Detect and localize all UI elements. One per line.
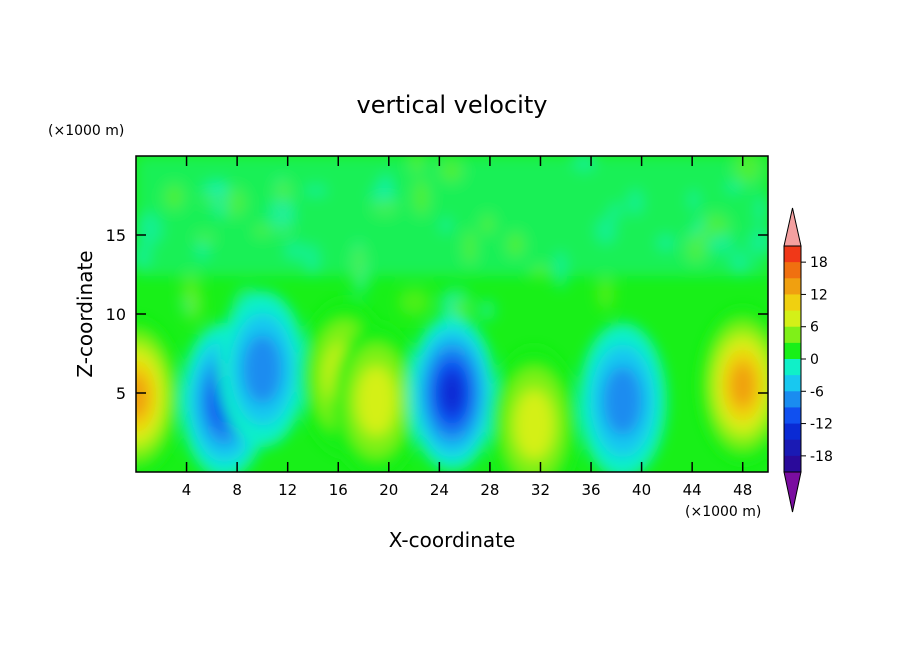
turbulence-blob bbox=[694, 215, 708, 233]
turbulence-blob bbox=[684, 232, 707, 265]
colorbar-tick-label: -12 bbox=[810, 417, 833, 433]
x-axis-label: X-coordinate bbox=[389, 528, 516, 552]
x-tick-label: 4 bbox=[182, 481, 192, 499]
turbulence-blob bbox=[266, 195, 297, 235]
x-tick-label: 28 bbox=[480, 481, 499, 499]
colorbar-band bbox=[784, 342, 801, 360]
turbulence-blob bbox=[194, 238, 211, 262]
colorbar-band bbox=[784, 455, 801, 473]
x-tick-label: 48 bbox=[733, 481, 752, 499]
colorbar-tick-label: -18 bbox=[810, 449, 833, 465]
turbulence-blob bbox=[408, 156, 425, 175]
turbulence-blob bbox=[729, 249, 751, 276]
colorbar-tick-label: 0 bbox=[810, 352, 819, 368]
turbulence-blob bbox=[480, 212, 495, 236]
x-tick-label: 40 bbox=[632, 481, 651, 499]
turbulence-blob bbox=[505, 230, 526, 259]
turbulence-blob bbox=[530, 264, 550, 279]
y-axis-label: Z-coordinate bbox=[73, 250, 97, 377]
turbulence-blob bbox=[733, 156, 763, 185]
y-tick-label: 15 bbox=[106, 226, 126, 245]
x-unit-label: (×1000 m) bbox=[685, 504, 761, 520]
turbulence-blob bbox=[136, 244, 153, 270]
colorbar: 18 12 6 0 -6 -12 -18 bbox=[783, 207, 833, 513]
colorbar-band bbox=[784, 310, 801, 328]
colorbar-band bbox=[784, 326, 801, 344]
colorbar-bottom-arrow bbox=[783, 471, 802, 513]
turbulence-blob bbox=[181, 272, 201, 311]
turbulence-blob bbox=[462, 228, 477, 266]
colorbar-band bbox=[784, 439, 801, 457]
turbulence-blob bbox=[594, 216, 617, 246]
turbulence-blob bbox=[626, 187, 645, 217]
downdraft-cell-7-level-2 bbox=[603, 366, 643, 436]
turbulence-blob bbox=[303, 183, 329, 198]
chart-title: vertical velocity bbox=[357, 91, 548, 119]
colorbar-top-arrow bbox=[783, 207, 802, 247]
turbulence-blob bbox=[687, 188, 701, 212]
colorbar-band bbox=[784, 246, 801, 263]
colorbar-band bbox=[784, 391, 801, 408]
colorbar-band bbox=[784, 294, 801, 312]
turbulence-blob bbox=[378, 172, 394, 194]
x-tick-label: 36 bbox=[581, 481, 600, 499]
x-tick-label: 8 bbox=[232, 481, 242, 499]
updraft-cell-4-level-2 bbox=[356, 366, 396, 436]
colorbar-tick-label: 6 bbox=[810, 320, 819, 336]
colorbar-tick-label: -6 bbox=[810, 384, 824, 400]
colorbar-band bbox=[784, 359, 801, 376]
turbulence-blob bbox=[754, 194, 768, 226]
turbulence-blob bbox=[208, 180, 233, 220]
colorbar-band bbox=[784, 262, 801, 279]
turbulence-blob bbox=[451, 299, 472, 318]
turbulence-blob bbox=[571, 156, 597, 173]
colorbar-band bbox=[784, 278, 801, 295]
updraft-cell-0-level-4 bbox=[136, 373, 149, 419]
x-tick-label: 24 bbox=[430, 481, 449, 499]
turbulence-blob bbox=[705, 230, 735, 256]
turbulence-blob bbox=[655, 233, 677, 253]
turbulence-blob bbox=[411, 178, 431, 217]
updraft-cell-6-level-2 bbox=[514, 389, 554, 460]
turbulence-blob bbox=[283, 239, 306, 262]
y-tick-label: 5 bbox=[116, 384, 126, 403]
turbulence-blob bbox=[747, 227, 768, 257]
downdraft-cell-5-level-4 bbox=[439, 370, 465, 416]
x-tick-label: 16 bbox=[329, 481, 348, 499]
turbulence-blob bbox=[398, 288, 430, 316]
updraft-cell-8-level-4 bbox=[730, 362, 756, 408]
turbulence-blob bbox=[723, 179, 744, 195]
turbulence-blob bbox=[477, 299, 496, 322]
turbulence-blob bbox=[608, 201, 623, 220]
velocity-field bbox=[136, 156, 768, 472]
y-tick-label: 10 bbox=[106, 305, 126, 324]
colorbar-tick-label: 18 bbox=[810, 255, 828, 271]
colorbar-band bbox=[784, 407, 801, 425]
turbulence-blob bbox=[596, 276, 615, 310]
x-tick-label: 32 bbox=[531, 481, 550, 499]
y-unit-label: (×1000 m) bbox=[48, 123, 124, 139]
colorbar-band bbox=[784, 423, 801, 441]
colorbar-tick-label: 12 bbox=[810, 287, 828, 303]
turbulence-blob bbox=[552, 249, 569, 290]
downdraft-cell-2-level-2 bbox=[242, 334, 282, 404]
plot-area bbox=[136, 156, 768, 472]
turbulence-blob bbox=[163, 183, 185, 211]
turbulence-blob bbox=[438, 215, 454, 235]
turbulence-blob bbox=[253, 224, 272, 237]
turbulence-blob bbox=[136, 211, 164, 247]
turbulence-blob bbox=[438, 158, 465, 184]
x-tick-label: 20 bbox=[379, 481, 398, 499]
turbulence-blob bbox=[304, 243, 321, 276]
x-tick-label: 44 bbox=[683, 481, 702, 499]
colorbar-band bbox=[784, 375, 801, 392]
turbulence-blob bbox=[351, 244, 367, 283]
x-tick-label: 12 bbox=[278, 481, 297, 499]
